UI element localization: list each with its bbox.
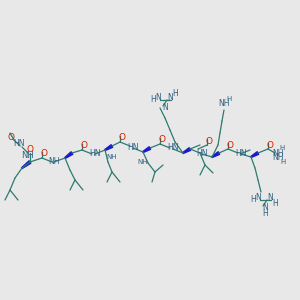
Text: O: O <box>206 136 212 146</box>
Text: HN: HN <box>89 149 101 158</box>
Text: H: H <box>279 145 285 151</box>
Text: HN: HN <box>127 142 139 152</box>
Text: NH: NH <box>272 148 284 158</box>
Text: HN: HN <box>235 148 247 158</box>
Text: HN: HN <box>196 148 208 158</box>
Polygon shape <box>183 148 191 153</box>
Text: O: O <box>8 133 14 142</box>
Text: O: O <box>226 140 233 149</box>
Text: H: H <box>280 159 286 165</box>
Text: N: N <box>162 103 168 112</box>
Text: N: N <box>267 194 273 202</box>
Polygon shape <box>251 152 259 158</box>
Text: NH: NH <box>48 158 60 166</box>
Text: H: H <box>150 95 156 104</box>
Text: N: N <box>167 92 173 101</box>
Text: H: H <box>172 88 178 98</box>
Text: NH: NH <box>218 100 230 109</box>
Text: H: H <box>272 200 278 208</box>
Text: NH: NH <box>272 152 284 161</box>
Text: H: H <box>262 209 268 218</box>
Text: N: N <box>255 194 261 202</box>
Text: O: O <box>80 142 88 151</box>
Polygon shape <box>105 145 113 150</box>
Text: O: O <box>158 136 166 145</box>
Text: NH: NH <box>107 154 117 160</box>
Text: H: H <box>250 196 256 205</box>
Text: O: O <box>26 145 34 154</box>
Polygon shape <box>143 147 151 152</box>
Text: N: N <box>155 92 161 101</box>
Text: H: H <box>226 96 232 102</box>
Text: NH: NH <box>22 151 34 160</box>
Text: O: O <box>40 148 47 158</box>
Text: HN: HN <box>167 143 179 152</box>
Polygon shape <box>22 161 31 168</box>
Text: O: O <box>266 140 274 149</box>
Polygon shape <box>65 152 73 158</box>
Text: NH: NH <box>138 159 148 165</box>
Polygon shape <box>212 152 220 158</box>
Text: O: O <box>118 134 125 142</box>
Text: HN: HN <box>13 140 25 148</box>
Text: N: N <box>262 203 268 212</box>
